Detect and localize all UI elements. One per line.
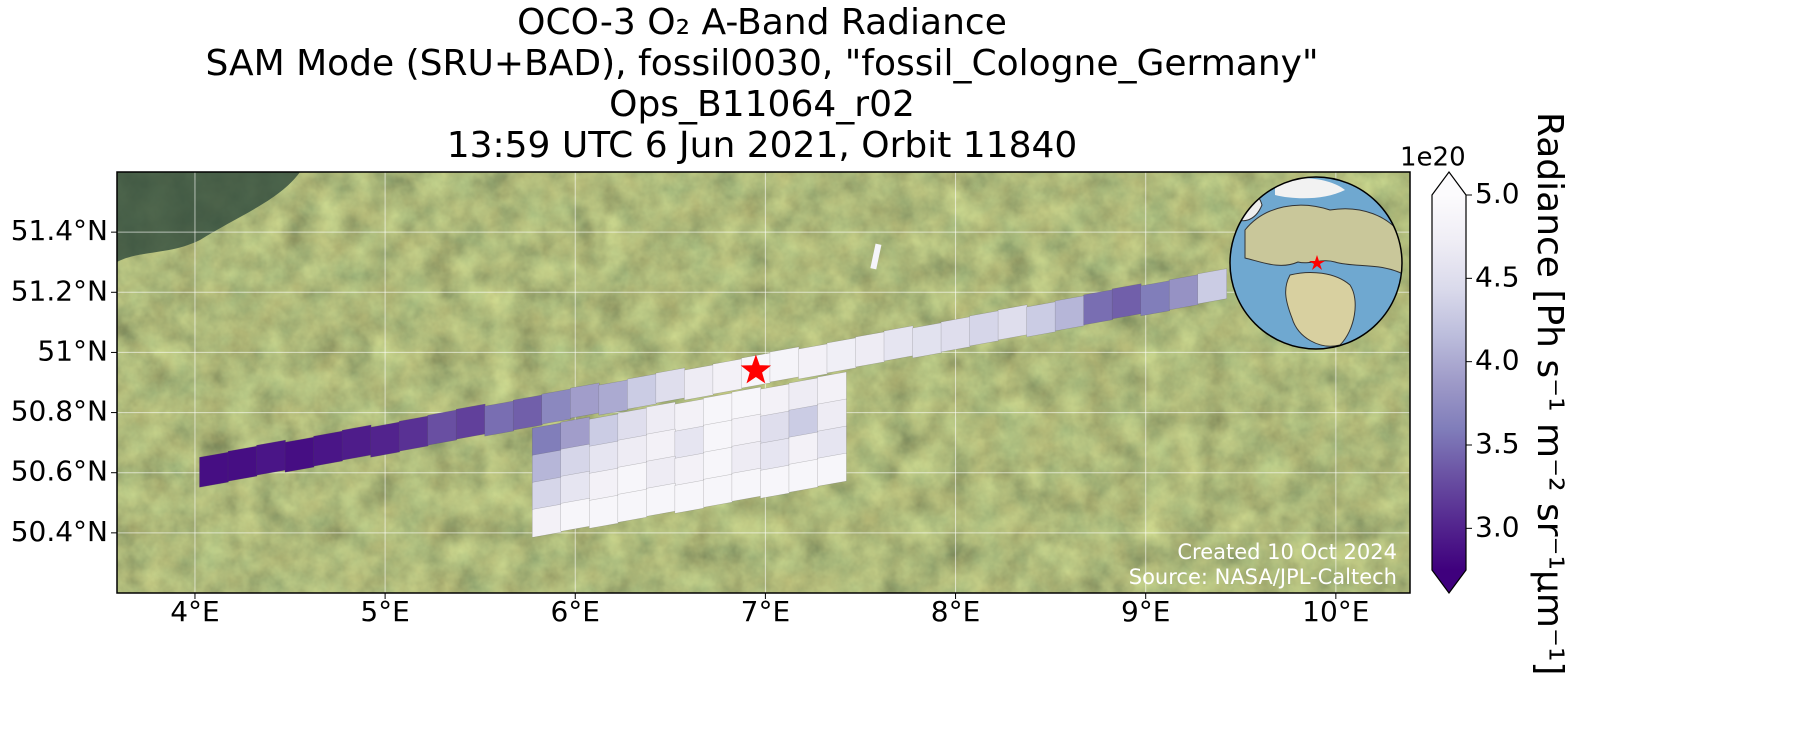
footprint xyxy=(341,424,372,461)
footprint xyxy=(199,451,229,488)
footprint xyxy=(769,346,800,383)
footprint xyxy=(798,343,828,380)
x-tick-label: 9°E xyxy=(1121,595,1171,628)
colorbar-extend-top xyxy=(1432,172,1466,195)
footprint xyxy=(817,452,847,487)
footprint xyxy=(826,337,857,374)
footprint xyxy=(912,322,942,359)
annotation: Created 10 Oct 2024 xyxy=(1177,540,1397,564)
footprint xyxy=(1111,283,1142,320)
colorbar-outline xyxy=(1431,170,1467,595)
x-tick-label: 8°E xyxy=(931,595,981,628)
colorbar-extend-bottom xyxy=(1432,570,1466,593)
footprint xyxy=(1026,301,1056,338)
stray-footprint xyxy=(870,243,882,270)
colorbar-tick-label: 4.5 xyxy=(1475,260,1520,293)
footprint xyxy=(646,482,676,517)
footprint xyxy=(788,458,819,493)
footprint xyxy=(703,473,733,508)
footprint xyxy=(541,388,571,425)
footprint xyxy=(1083,289,1113,326)
footprint xyxy=(598,379,629,416)
footprint xyxy=(731,467,762,502)
colorbar-tick-label: 5.0 xyxy=(1475,177,1520,210)
footprint xyxy=(570,382,600,419)
y-tick-label: 51°N xyxy=(37,334,108,367)
title-line: OCO-3 O₂ A-Band Radiance xyxy=(517,2,1007,43)
globe-star xyxy=(1309,255,1325,270)
water xyxy=(117,172,300,262)
footprint xyxy=(674,479,705,514)
footprint xyxy=(560,497,591,532)
globe-land xyxy=(1244,204,1402,276)
y-tick-label: 50.4°N xyxy=(11,515,108,548)
footprint xyxy=(940,316,971,353)
footprint xyxy=(760,464,790,499)
footprint xyxy=(589,494,619,529)
footprint xyxy=(1197,268,1227,305)
colorbar-tick-label: 4.0 xyxy=(1475,344,1520,377)
footprint xyxy=(531,503,562,538)
footprint xyxy=(484,400,514,437)
map-frame xyxy=(116,171,1411,594)
colorbar: 3.0 3.5 4.0 4.5 5.0 1e20 Radiance [Ph s⁻¹ m⁻² … xyxy=(1400,112,1570,675)
x-tick-label: 10°E xyxy=(1302,595,1369,628)
footprint xyxy=(1054,295,1085,332)
y-tick-label: 51.4°N xyxy=(11,214,108,247)
footprint xyxy=(712,358,743,395)
footprint xyxy=(617,488,648,523)
footprint xyxy=(883,325,914,362)
footprint xyxy=(969,310,999,347)
target-star xyxy=(740,354,772,384)
y-tick-label: 50.8°N xyxy=(11,395,108,428)
x-tick-label: 6°E xyxy=(550,595,600,628)
footprint xyxy=(855,331,885,368)
globe-outline xyxy=(1229,176,1403,350)
colorbar-gradient xyxy=(1432,195,1466,570)
footprint xyxy=(1140,280,1170,317)
footprint xyxy=(455,403,486,440)
annotation: Source: NASA/JPL-Caltech xyxy=(1129,565,1397,589)
footprint xyxy=(398,415,429,452)
footprint xyxy=(997,304,1028,341)
y-tick-label: 50.6°N xyxy=(11,455,108,488)
colorbar-exponent: 1e20 xyxy=(1400,143,1466,173)
footprint xyxy=(627,373,657,410)
colorbar-tick-label: 3.0 xyxy=(1475,510,1520,543)
footprint xyxy=(284,436,315,473)
footprint xyxy=(370,421,400,458)
footprints xyxy=(199,268,1227,538)
footprint xyxy=(427,409,457,446)
globe-ice xyxy=(1275,178,1345,199)
x-tick-label: 5°E xyxy=(360,595,410,628)
footprint xyxy=(313,430,343,467)
title-line: SAM Mode (SRU+BAD), fossil0030, "fossil_… xyxy=(205,43,1318,84)
footprint xyxy=(1168,274,1199,311)
title-line: 13:59 UTC 6 Jun 2021, Orbit 11840 xyxy=(447,125,1078,166)
y-tick-label: 51.2°N xyxy=(11,274,108,307)
colorbar-tick-label: 3.5 xyxy=(1475,427,1520,460)
footprint xyxy=(227,445,258,482)
x-tick-label: 4°E xyxy=(170,595,220,628)
footprint xyxy=(256,439,286,476)
footprint xyxy=(684,364,714,401)
footprint xyxy=(655,367,686,404)
x-tick-label: 7°E xyxy=(741,595,791,628)
map-area xyxy=(117,172,1410,593)
title-line: Ops_B11064_r02 xyxy=(609,84,915,125)
footprint xyxy=(512,394,543,431)
colorbar-label: Radiance [Ph s⁻¹ m⁻² sr⁻¹μm⁻¹] xyxy=(1529,112,1570,675)
